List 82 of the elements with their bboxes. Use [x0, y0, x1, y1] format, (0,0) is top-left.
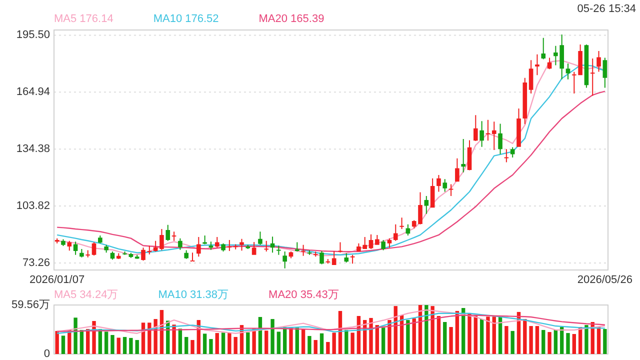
bar — [148, 322, 152, 354]
bar — [154, 319, 158, 354]
bar — [215, 333, 219, 354]
bar — [406, 320, 410, 354]
bar — [510, 330, 514, 354]
bar — [178, 328, 182, 354]
bar — [504, 326, 508, 354]
y-tick-label: 164.94 — [16, 86, 50, 98]
bar — [252, 328, 256, 354]
bar — [270, 319, 274, 354]
y-tick-label: 134.38 — [16, 143, 50, 156]
bar — [381, 328, 386, 354]
bar — [523, 319, 527, 354]
bar — [184, 336, 188, 354]
bar — [436, 316, 441, 354]
bar — [344, 330, 348, 354]
bar — [369, 318, 373, 354]
bar — [492, 316, 496, 354]
bar — [129, 338, 133, 354]
bar — [350, 332, 354, 354]
bar — [190, 340, 194, 354]
bar — [332, 332, 336, 354]
bar — [110, 334, 114, 354]
text: MA20 165.39 — [258, 13, 324, 25]
bar — [443, 322, 447, 354]
bar — [424, 305, 428, 354]
bar — [202, 334, 207, 354]
text: MA20 35.43万 — [268, 289, 339, 301]
bar — [301, 328, 306, 354]
bar — [554, 330, 558, 354]
text: MA5 34.24万 — [54, 289, 118, 301]
bar — [535, 326, 540, 354]
bar — [289, 328, 293, 354]
y-tick-label: 0 — [44, 348, 50, 360]
y-tick-label: 103.82 — [16, 200, 50, 212]
bar — [326, 342, 330, 354]
bar — [234, 336, 238, 354]
bar — [172, 324, 176, 354]
bar — [61, 336, 66, 354]
bar — [548, 332, 552, 354]
bar — [480, 319, 484, 354]
bar — [468, 314, 472, 354]
x-tick-label: 2026/01/07 — [30, 274, 85, 286]
bar — [529, 326, 533, 354]
bar — [449, 327, 453, 354]
bar — [135, 340, 139, 354]
bar — [209, 339, 213, 354]
bar — [228, 333, 232, 354]
bar — [584, 325, 588, 354]
y-tick-label: 195.50 — [16, 29, 50, 42]
bar — [122, 336, 127, 354]
y-tick-label: 73.26 — [22, 256, 50, 269]
bar — [560, 327, 564, 354]
bar — [246, 332, 250, 354]
bar — [542, 330, 546, 354]
bar — [308, 336, 312, 354]
bar — [430, 306, 434, 354]
text: MA10 176.52 — [153, 13, 219, 25]
text: MA5 176.14 — [54, 13, 114, 25]
bar — [74, 318, 78, 354]
bar — [221, 332, 226, 354]
x-tick-label: 2026/05/26 — [577, 274, 632, 286]
bar — [566, 333, 570, 354]
bar — [486, 316, 490, 354]
bar — [388, 320, 392, 354]
bar — [320, 333, 324, 354]
bar — [55, 330, 59, 354]
bar — [276, 332, 281, 354]
bar — [314, 340, 318, 354]
bar — [295, 328, 299, 354]
bar — [116, 338, 120, 354]
bar — [80, 330, 84, 354]
text: 05-26 15:34 — [577, 3, 636, 15]
bar — [104, 332, 108, 354]
y-tick-label: 59.56万 — [11, 299, 50, 311]
bar — [603, 328, 607, 354]
text: MA10 31.38万 — [158, 289, 229, 301]
bar — [572, 334, 576, 354]
bar — [375, 325, 380, 354]
bar — [596, 327, 601, 354]
bar — [264, 330, 268, 354]
bar — [412, 318, 416, 354]
